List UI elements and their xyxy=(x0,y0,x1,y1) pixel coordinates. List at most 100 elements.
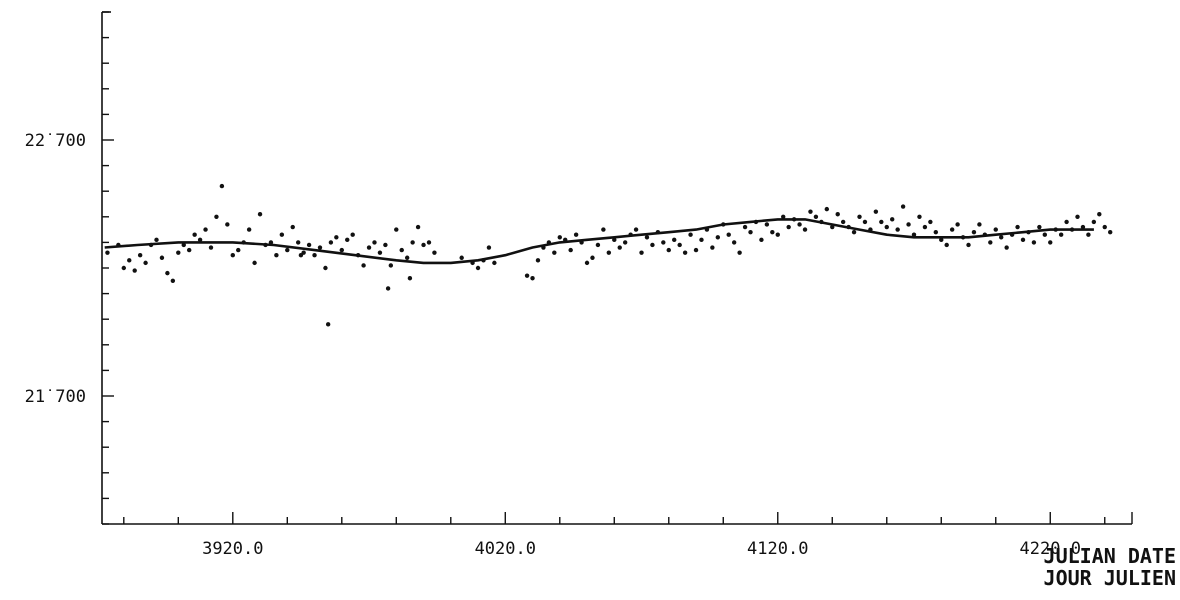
data-point xyxy=(274,253,279,258)
data-point xyxy=(606,250,612,255)
data-point xyxy=(966,242,971,248)
x-axis-title-fr: JOUR JULIEN xyxy=(1044,566,1176,590)
data-point xyxy=(372,240,377,245)
data-point xyxy=(306,242,312,248)
data-point xyxy=(1097,212,1102,217)
data-point xyxy=(682,250,688,255)
data-point xyxy=(1004,245,1009,250)
axis-labels: JULIAN DATE JOUR JULIEN xyxy=(1044,544,1176,590)
data-point xyxy=(192,232,197,237)
data-point xyxy=(955,222,960,227)
data-point xyxy=(764,222,770,227)
data-point xyxy=(802,227,808,232)
data-point xyxy=(105,250,110,255)
data-point xyxy=(290,224,295,230)
data-point xyxy=(121,265,126,271)
y-ticks: 21˙700 22˙700 xyxy=(25,11,114,525)
data-point xyxy=(486,245,492,250)
x-tick-label: 4220.0 xyxy=(1020,539,1081,559)
data-point xyxy=(770,229,775,235)
data-point xyxy=(312,253,317,258)
data-point xyxy=(154,237,159,243)
data-point xyxy=(399,247,404,253)
data-point xyxy=(644,235,650,240)
curve-path xyxy=(104,218,1094,265)
data-point xyxy=(219,183,225,189)
y-tick-label: 22˙700 xyxy=(25,131,86,151)
data-point xyxy=(1080,224,1086,230)
data-point xyxy=(971,229,977,235)
data-point xyxy=(666,247,671,253)
data-point xyxy=(590,255,595,260)
data-point xyxy=(295,240,301,245)
data-point xyxy=(535,258,541,263)
data-point xyxy=(840,219,846,225)
data-point xyxy=(922,224,928,230)
data-point xyxy=(186,247,192,253)
data-point xyxy=(432,250,437,255)
data-point xyxy=(252,260,257,266)
data-point xyxy=(857,214,862,219)
x-axis-title: JULIAN DATE xyxy=(1044,544,1176,568)
data-point xyxy=(1058,232,1064,237)
data-point xyxy=(851,229,857,235)
data-point xyxy=(170,278,176,283)
data-point xyxy=(459,255,464,260)
data-point xyxy=(1048,240,1053,245)
data-point xyxy=(214,214,219,219)
data-point xyxy=(426,240,432,245)
data-point xyxy=(366,245,372,250)
data-point xyxy=(334,235,339,240)
data-point xyxy=(1102,224,1107,230)
data-point xyxy=(612,237,617,243)
data-point xyxy=(661,240,666,245)
data-points xyxy=(105,183,1113,327)
x-tick-label: 3920.0 xyxy=(202,539,263,559)
data-point xyxy=(552,250,557,255)
data-point xyxy=(1075,214,1080,219)
data-point xyxy=(1108,229,1113,235)
data-point xyxy=(345,237,350,243)
smoothed-curve xyxy=(104,218,1094,265)
data-point xyxy=(383,242,388,248)
data-point xyxy=(748,229,753,235)
data-point xyxy=(622,240,628,245)
data-point xyxy=(298,253,304,258)
data-point xyxy=(884,224,889,230)
data-point xyxy=(672,237,677,243)
data-point xyxy=(323,265,328,271)
data-point xyxy=(1086,232,1091,237)
data-point xyxy=(906,222,911,227)
data-point xyxy=(492,260,497,266)
data-point xyxy=(584,260,590,266)
data-point xyxy=(1020,237,1026,243)
data-point xyxy=(394,227,399,232)
y-tick-label: 21˙700 xyxy=(25,387,86,407)
data-point xyxy=(225,222,230,227)
data-point xyxy=(132,268,137,273)
data-point xyxy=(988,240,993,245)
data-point xyxy=(361,263,366,268)
data-point xyxy=(999,235,1004,240)
data-point xyxy=(339,247,344,253)
data-point xyxy=(890,217,895,222)
data-point xyxy=(726,232,731,237)
axes xyxy=(101,11,1132,525)
data-point xyxy=(895,227,900,232)
data-point xyxy=(568,247,573,253)
data-point xyxy=(633,227,639,232)
data-point xyxy=(573,232,579,237)
data-point xyxy=(328,240,334,245)
data-point xyxy=(127,258,132,263)
data-point xyxy=(257,212,263,217)
data-point xyxy=(639,250,644,255)
data-point xyxy=(715,235,721,240)
data-point xyxy=(813,214,819,219)
data-point xyxy=(808,209,813,214)
data-point xyxy=(530,276,535,281)
data-point xyxy=(1064,219,1069,225)
data-point xyxy=(699,237,704,243)
data-point xyxy=(407,276,413,281)
data-point xyxy=(939,237,944,243)
data-point xyxy=(1015,224,1020,230)
